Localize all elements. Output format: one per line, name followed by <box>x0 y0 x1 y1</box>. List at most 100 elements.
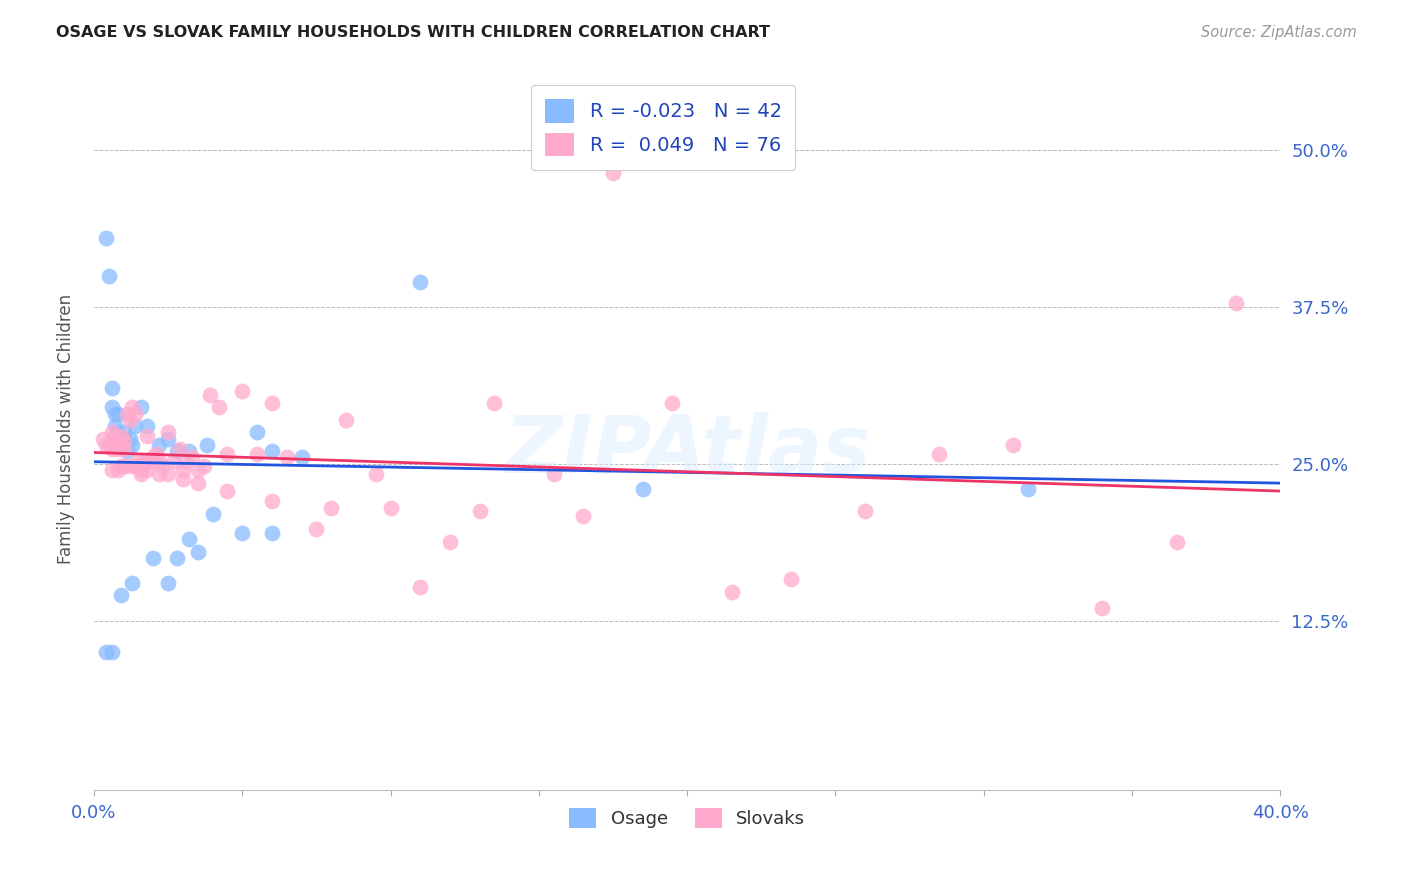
Point <box>217 447 239 461</box>
Point <box>198 388 221 402</box>
Point <box>193 459 215 474</box>
Point <box>468 504 491 518</box>
Point <box>157 425 180 440</box>
Point <box>121 401 143 415</box>
Point <box>290 450 312 465</box>
Point <box>169 442 191 456</box>
Point <box>104 438 127 452</box>
Point <box>124 419 146 434</box>
Point <box>124 459 146 474</box>
Point <box>484 396 506 410</box>
Point <box>110 459 132 474</box>
Point <box>97 268 120 283</box>
Point <box>720 584 742 599</box>
Point <box>166 550 188 565</box>
Text: OSAGE VS SLOVAK FAMILY HOUSEHOLDS WITH CHILDREN CORRELATION CHART: OSAGE VS SLOVAK FAMILY HOUSEHOLDS WITH C… <box>56 25 770 40</box>
Text: Source: ZipAtlas.com: Source: ZipAtlas.com <box>1201 25 1357 40</box>
Point <box>94 438 117 452</box>
Point <box>131 463 153 477</box>
Point <box>276 450 298 465</box>
Point <box>115 407 138 421</box>
Point <box>260 525 283 540</box>
Point <box>631 482 654 496</box>
Point <box>100 381 122 395</box>
Point <box>1017 482 1039 496</box>
Point <box>91 432 114 446</box>
Point <box>177 532 200 546</box>
Point <box>543 467 565 481</box>
Point <box>661 396 683 410</box>
Point <box>100 401 122 415</box>
Point <box>118 413 141 427</box>
Point <box>131 467 153 481</box>
Point <box>305 522 328 536</box>
Point <box>246 447 269 461</box>
Point <box>136 419 159 434</box>
Point <box>115 444 138 458</box>
Point <box>104 438 127 452</box>
Point <box>260 396 283 410</box>
Point <box>174 454 197 468</box>
Point <box>172 472 194 486</box>
Point <box>157 467 180 481</box>
Point <box>112 425 135 440</box>
Point <box>107 407 129 421</box>
Point <box>100 425 122 440</box>
Point <box>260 444 283 458</box>
Point <box>107 434 129 449</box>
Point <box>110 438 132 452</box>
Point <box>94 231 117 245</box>
Point <box>100 463 122 477</box>
Point <box>1002 438 1025 452</box>
Y-axis label: Family Households with Children: Family Households with Children <box>58 294 75 565</box>
Point <box>335 413 357 427</box>
Point <box>853 504 876 518</box>
Point <box>110 432 132 446</box>
Point <box>166 444 188 458</box>
Legend: Osage, Slovaks: Osage, Slovaks <box>562 801 813 835</box>
Point <box>118 432 141 446</box>
Point <box>104 407 127 421</box>
Point <box>187 475 209 490</box>
Point <box>172 463 194 477</box>
Point <box>163 454 186 468</box>
Point <box>148 438 170 452</box>
Point <box>110 589 132 603</box>
Point <box>187 544 209 558</box>
Point <box>131 401 153 415</box>
Point <box>94 645 117 659</box>
Point <box>409 580 432 594</box>
Point <box>1225 296 1247 310</box>
Point <box>104 419 127 434</box>
Point <box>104 429 127 443</box>
Point <box>201 507 224 521</box>
Point <box>148 467 170 481</box>
Point <box>180 450 202 465</box>
Point <box>187 463 209 477</box>
Point <box>260 494 283 508</box>
Point <box>409 275 432 289</box>
Point <box>121 575 143 590</box>
Point <box>136 429 159 443</box>
Point <box>572 509 595 524</box>
Point <box>217 484 239 499</box>
Point <box>112 432 135 446</box>
Point <box>231 525 253 540</box>
Point <box>107 442 129 456</box>
Point <box>1091 601 1114 615</box>
Point <box>207 401 229 415</box>
Point <box>780 572 803 586</box>
Point <box>112 434 135 449</box>
Point <box>136 463 159 477</box>
Point <box>112 459 135 474</box>
Point <box>118 459 141 474</box>
Point <box>100 442 122 456</box>
Point <box>121 438 143 452</box>
Point <box>124 407 146 421</box>
Point <box>195 438 218 452</box>
Point <box>142 550 165 565</box>
Point <box>107 463 129 477</box>
Point <box>134 454 156 468</box>
Point <box>364 467 387 481</box>
Point <box>157 432 180 446</box>
